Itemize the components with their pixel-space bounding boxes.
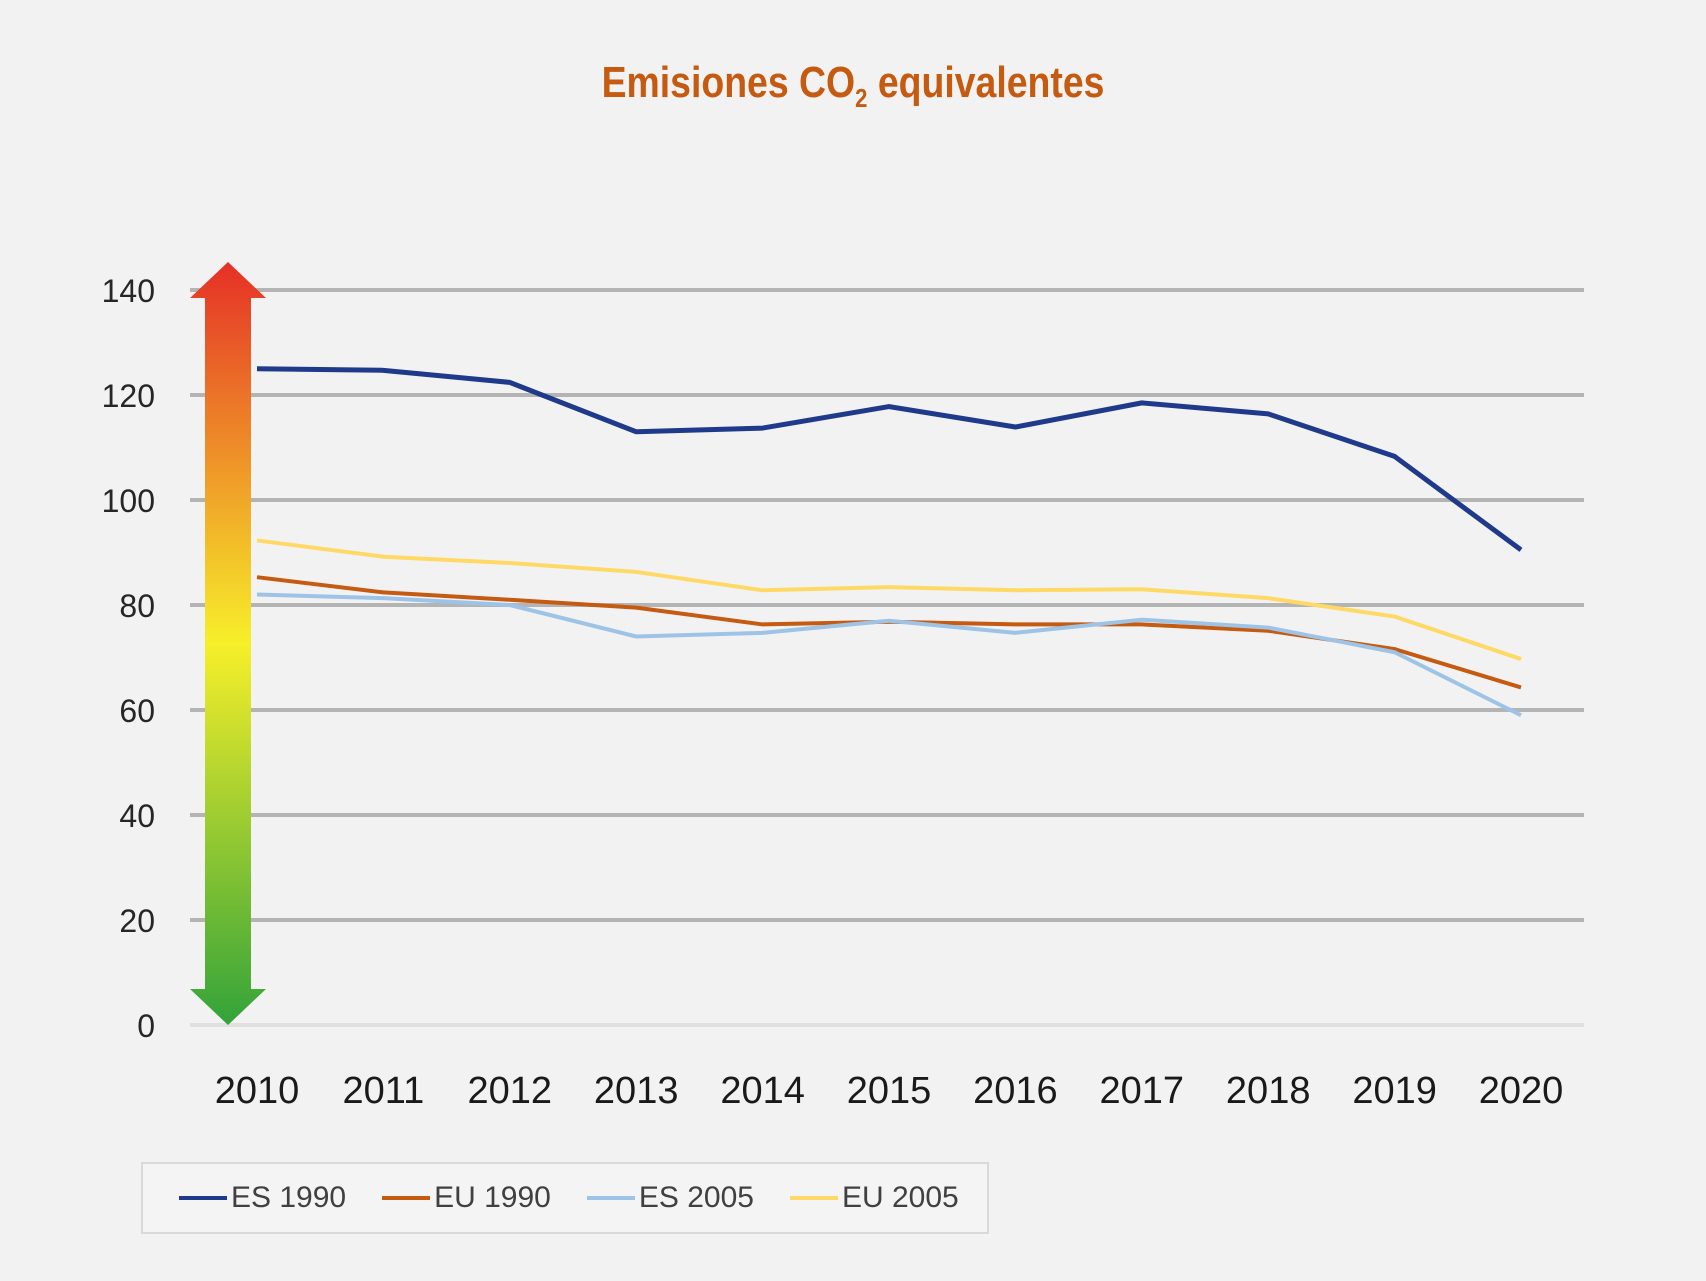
legend-item: ES 1990: [179, 1181, 346, 1215]
y-tick-label: 0: [137, 1008, 155, 1044]
x-tick-label: 2020: [1479, 1070, 1564, 1112]
x-tick-label: 2013: [594, 1070, 679, 1112]
legend-swatch: [586, 1196, 635, 1200]
series-line-es-2005: [256, 592, 1522, 718]
legend-swatch: [179, 1196, 227, 1200]
series-line-es-1990: [256, 366, 1523, 552]
y-tick-label: 80: [119, 588, 155, 624]
x-tick-label: 2012: [468, 1070, 553, 1112]
x-tick-label: 2019: [1352, 1070, 1437, 1112]
legend-label: EU 2005: [841, 1181, 959, 1214]
x-tick-label: 2016: [973, 1070, 1058, 1112]
chart-title: Emisiones CO2 equivalentes: [128, 58, 1578, 114]
legend-item: EU 1990: [382, 1181, 551, 1215]
y-tick-label: 100: [102, 483, 155, 519]
legend-item: EU 2005: [789, 1181, 959, 1215]
double-arrow-annotation: [190, 262, 266, 1025]
y-tick-label: 20: [119, 903, 155, 939]
x-tick-label: 2010: [215, 1070, 300, 1112]
legend-swatch: [789, 1196, 838, 1200]
y-tick-label: 40: [119, 798, 155, 834]
legend-swatch: [382, 1196, 431, 1200]
legend: ES 1990 EU 1990 ES 2005 EU 2005: [141, 1162, 989, 1234]
chart-title-subscript: 2: [855, 82, 868, 113]
legend-label: ES 1990: [231, 1181, 347, 1214]
x-tick-label: 2018: [1226, 1070, 1311, 1112]
x-tick-label: 2015: [847, 1070, 932, 1112]
series-line-eu-1990: [256, 575, 1522, 690]
x-tick-label: 2017: [1100, 1070, 1185, 1112]
chart-title-suffix: equivalentes: [867, 58, 1105, 107]
y-tick-label: 120: [102, 378, 155, 414]
x-tick-label: 2011: [343, 1070, 425, 1112]
legend-label: EU 1990: [434, 1181, 551, 1214]
series-line-eu-2005: [256, 538, 1522, 661]
legend-item: ES 2005: [586, 1181, 754, 1215]
y-tick-label: 60: [119, 693, 155, 729]
x-tick-label: 2014: [720, 1070, 805, 1112]
y-tick-label: 140: [102, 273, 155, 309]
chart-title-text: Emisiones CO: [601, 58, 856, 107]
legend-label: ES 2005: [638, 1181, 754, 1214]
